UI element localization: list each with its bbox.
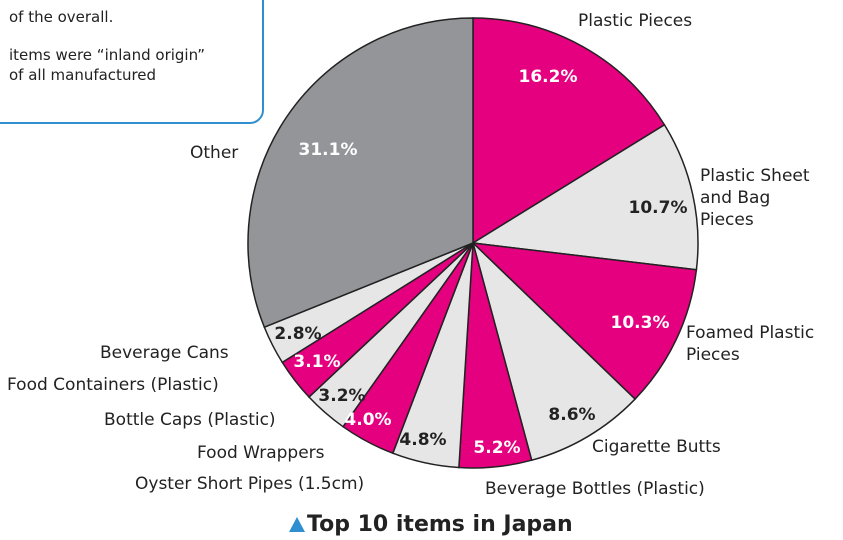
pie-slice xyxy=(470,241,698,401)
value-label: 4.0% xyxy=(344,410,391,430)
pie-slice xyxy=(470,123,699,271)
value-label: 4.8% xyxy=(399,430,446,450)
category-label: Beverage Cans xyxy=(100,343,229,363)
value-label: 8.6% xyxy=(548,405,595,425)
category-label: Cigarette Butts xyxy=(592,437,721,457)
value-label: 3.1% xyxy=(293,352,340,372)
category-label: Food Containers (Plastic) xyxy=(7,375,219,395)
category-label: Food Wrappers xyxy=(197,443,325,463)
note-line: of all manufactured xyxy=(9,66,157,84)
value-label: 16.2% xyxy=(519,67,578,87)
pie-slice xyxy=(472,17,666,245)
category-label: Other xyxy=(190,143,239,163)
caption-triangle xyxy=(289,517,305,532)
category-label: Plastic Sheet and Bag Pieces xyxy=(700,166,810,230)
value-label: 10.3% xyxy=(611,313,670,333)
value-label: 31.1% xyxy=(299,140,358,160)
category-label: Plastic Pieces xyxy=(578,11,693,31)
category-label: Beverage Bottles (Plastic) xyxy=(485,479,705,499)
chart-title: Top 10 items in Japan xyxy=(307,512,573,537)
note-box: of the overall. items were “inland origi… xyxy=(0,0,264,124)
note-line: of the overall. xyxy=(9,8,114,26)
value-label: 10.7% xyxy=(629,198,688,218)
value-label: 2.8% xyxy=(274,324,321,344)
note-line: items were “inland origin” xyxy=(9,46,206,64)
value-label: 5.2% xyxy=(473,438,520,458)
pie-slice xyxy=(471,240,637,462)
category-label: Foamed Plastic Pieces xyxy=(686,323,815,365)
value-label: 3.2% xyxy=(318,386,365,406)
category-label: Bottle Caps (Plastic) xyxy=(104,410,276,430)
category-label: Oyster Short Pipes (1.5cm) xyxy=(135,474,365,494)
pie-slice xyxy=(247,17,474,329)
